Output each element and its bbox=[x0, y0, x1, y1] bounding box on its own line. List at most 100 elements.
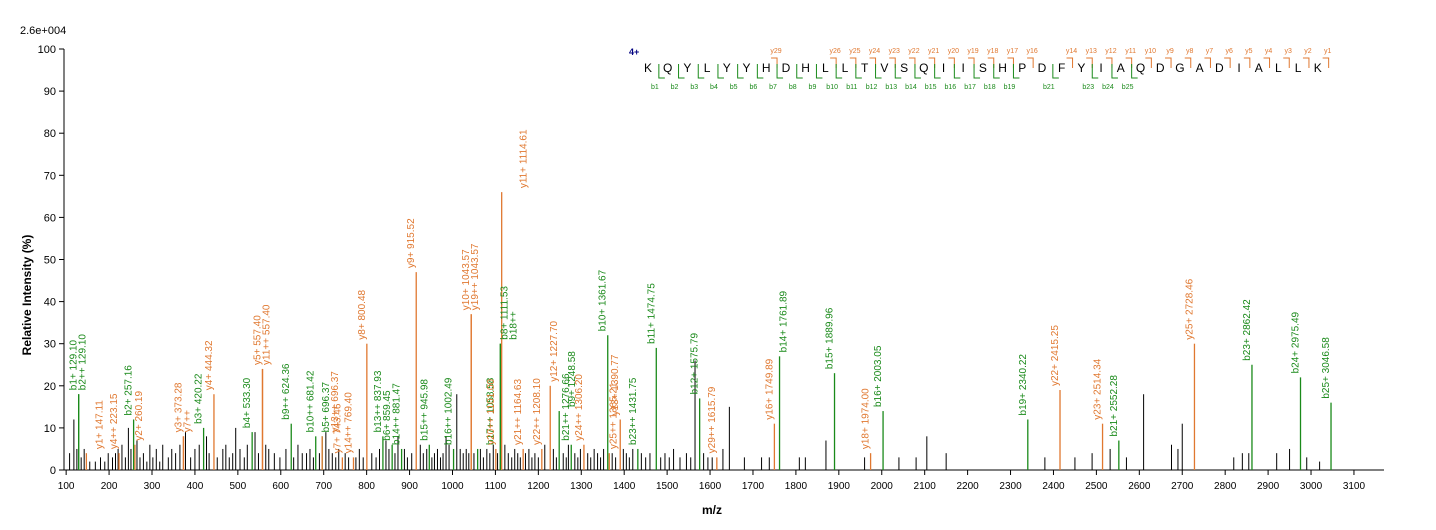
sequence-residue: Y bbox=[723, 61, 731, 75]
sequence-residue: K bbox=[1314, 61, 1322, 75]
x-tick-label: 2400 bbox=[1042, 481, 1065, 492]
y-ion-bracket bbox=[1302, 57, 1310, 68]
y-ion-bracket bbox=[830, 57, 837, 68]
b-ion-label: b5+ 696.37 bbox=[321, 382, 332, 433]
y-ion-bracket bbox=[1125, 57, 1133, 68]
b-ion-label: b9++ 624.36 bbox=[281, 363, 292, 420]
sequence-residue: D bbox=[1215, 61, 1224, 75]
x-tick-label: 1500 bbox=[656, 481, 679, 492]
b-ion-index: b11 bbox=[846, 84, 857, 91]
b-ion-index: b19 bbox=[1004, 84, 1016, 91]
y-ion-label: y14++ 769.40 bbox=[343, 392, 354, 454]
sequence-residue: L bbox=[704, 61, 711, 75]
y-ion-bracket bbox=[1283, 57, 1290, 68]
y-ion-index: y5 bbox=[1245, 48, 1253, 55]
sequence-residue: I bbox=[1099, 61, 1102, 75]
y-tick-label: 50 bbox=[44, 255, 56, 267]
b-ion-bracket bbox=[1091, 64, 1099, 79]
y-ion-label: y7++ bbox=[182, 410, 193, 432]
y-ion-bracket bbox=[1105, 57, 1113, 68]
y-ion-bracket bbox=[1007, 57, 1014, 68]
y-ion-label: y16+ 1749.89 bbox=[764, 358, 775, 419]
b-ion-label: b10+ 1361.67 bbox=[598, 269, 609, 331]
y-ion-label: y22+ 2415.25 bbox=[1050, 325, 1061, 386]
x-tick-label: 1700 bbox=[742, 481, 765, 492]
sequence-residue: P bbox=[1018, 61, 1026, 75]
sequence-residue: L bbox=[1295, 61, 1302, 75]
x-tick-label: 2800 bbox=[1214, 481, 1237, 492]
y-ion-bracket bbox=[987, 57, 995, 68]
b-ion-label: b14++ 881.47 bbox=[392, 383, 403, 445]
b-ion-label: b18++ bbox=[508, 311, 519, 340]
y-ion-label: y25+ 2728.46 bbox=[1184, 278, 1195, 339]
y-ion-bracket bbox=[889, 57, 896, 68]
b-ion-bracket bbox=[894, 64, 902, 79]
y-ion-label: y9+ 915.52 bbox=[406, 218, 417, 268]
y-ion-label: y18+ 1974.00 bbox=[861, 388, 872, 449]
sequence-residue: D bbox=[782, 61, 791, 75]
b-ion-index: b23 bbox=[1082, 84, 1094, 91]
x-tick-label: 2900 bbox=[1257, 481, 1280, 492]
x-tick-label: 800 bbox=[358, 481, 375, 492]
y-ion-index: y9 bbox=[1166, 48, 1174, 55]
y-ion-index: y13 bbox=[1086, 48, 1097, 55]
y-ion-label: y24++ 1306.20 bbox=[574, 374, 585, 441]
y-ion-bracket bbox=[1086, 57, 1093, 68]
sequence-residue: Y bbox=[1077, 61, 1085, 75]
y-ion-index: y12 bbox=[1105, 48, 1116, 55]
b-ion-bracket bbox=[697, 64, 705, 79]
b-ion-label: b23++ 1431.75 bbox=[628, 377, 639, 445]
x-tick-label: 100 bbox=[58, 481, 75, 492]
y-ion-index: y24 bbox=[869, 48, 880, 55]
b-ion-index: b3 bbox=[690, 84, 698, 91]
sequence-residue: D bbox=[1038, 61, 1047, 75]
x-tick-label: 400 bbox=[187, 481, 204, 492]
b-ion-bracket bbox=[914, 64, 921, 79]
b-ion-bracket bbox=[796, 64, 803, 79]
sequence-residue: H bbox=[801, 61, 810, 75]
sequence-residue: L bbox=[1275, 61, 1282, 75]
b-ion-label: b19+ 2340.22 bbox=[1018, 354, 1029, 416]
b-ion-label: b13++ 837.93 bbox=[373, 370, 384, 432]
x-tick-label: 2000 bbox=[871, 481, 894, 492]
b-ion-label: b8+ 1111.53 bbox=[499, 286, 510, 340]
b-ion-index: b1 bbox=[651, 84, 659, 91]
x-tick-label: 1000 bbox=[441, 481, 464, 492]
y-ion-bracket bbox=[1243, 57, 1251, 68]
y-ion-index: y25 bbox=[849, 48, 860, 55]
b-ion-label: b6+ 859.45 bbox=[382, 390, 393, 441]
sequence-residue: A bbox=[1196, 61, 1204, 75]
y-ion-label: y12+ 1227.70 bbox=[549, 320, 560, 381]
y-ion-index: y8 bbox=[1186, 48, 1194, 55]
axes-layer: 0 10 20 30 40 50 60 70 80 90 100 100 200 300 400 500 600… bbox=[38, 44, 1384, 492]
b-ion-bracket bbox=[973, 64, 981, 79]
sequence-residue: A bbox=[1117, 61, 1125, 75]
y-ion-index: y6 bbox=[1225, 48, 1233, 55]
b-ion-index: b24 bbox=[1102, 84, 1114, 91]
x-tick-label: 1600 bbox=[699, 481, 722, 492]
x-tick-label: 1200 bbox=[527, 481, 550, 492]
x-tick-label: 1900 bbox=[828, 481, 851, 492]
b-ion-index: b9 bbox=[809, 84, 817, 91]
b-ion-label: b11+ 1474.75 bbox=[646, 283, 657, 344]
b-ion-index: b17 bbox=[964, 84, 976, 91]
sequence-residue: H bbox=[762, 61, 771, 75]
b-ion-index: b4 bbox=[710, 84, 718, 91]
b-ion-bracket bbox=[855, 64, 862, 79]
x-tick-label: 700 bbox=[315, 481, 332, 492]
sequence-residue: L bbox=[842, 61, 849, 75]
x-tick-label: 2200 bbox=[956, 481, 979, 492]
y-ion-index: y14 bbox=[1066, 48, 1077, 55]
peaks-layer bbox=[69, 192, 1332, 470]
y-ion-label: y23+ 2514.34 bbox=[1093, 358, 1104, 419]
x-tick-label: 1300 bbox=[570, 481, 593, 492]
b-ion-bracket bbox=[875, 64, 882, 79]
sequence-residue: I bbox=[962, 61, 965, 75]
y-ion-label: y4+ 444.32 bbox=[204, 340, 215, 390]
charge-state-label: 4+ bbox=[629, 47, 639, 57]
y-ion-index: y3 bbox=[1285, 48, 1293, 55]
y-ion-index: y23 bbox=[889, 48, 900, 55]
b-ion-label: b2++ 129.10 bbox=[78, 334, 89, 391]
sequence-residue: D bbox=[1156, 61, 1165, 75]
sequence-residue: I bbox=[1237, 61, 1240, 75]
